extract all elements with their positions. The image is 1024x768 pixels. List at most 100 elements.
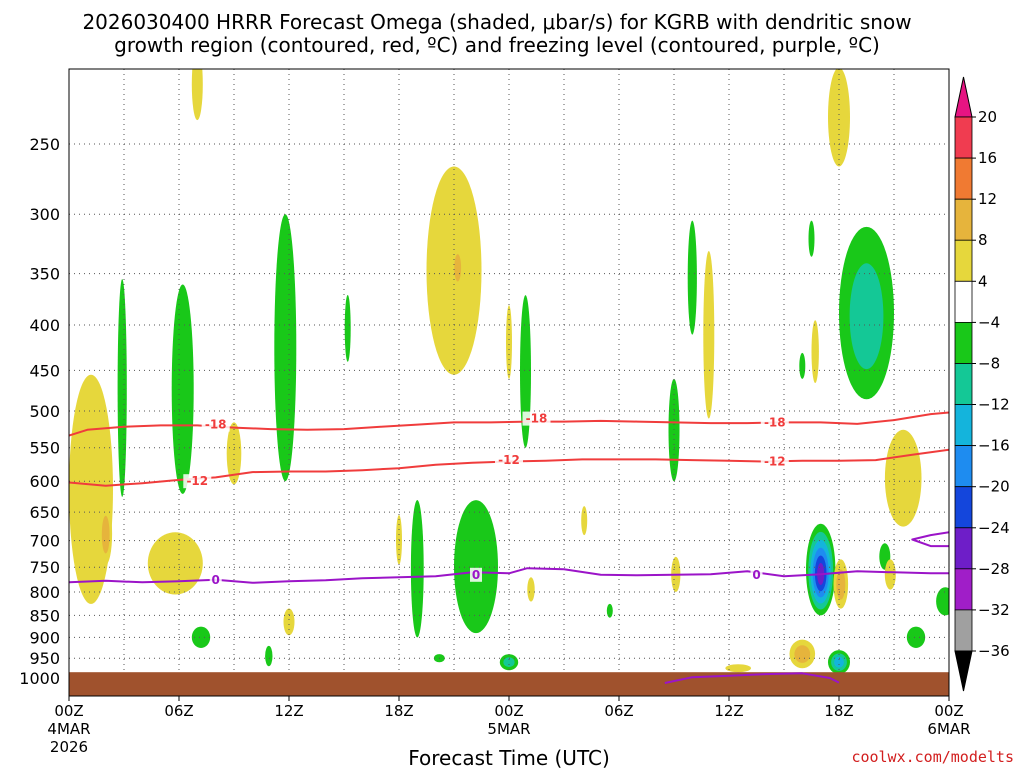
downward-omega-cell-34-level-4: [703, 250, 715, 419]
colorbar-label-4: 4: [978, 272, 988, 290]
colorbar-label-6: −8: [978, 355, 1000, 373]
y-tick-label-400: 400: [29, 316, 60, 335]
freezing-level-contour-label-0-0: 0: [212, 573, 220, 587]
dgz-contour-label-bg-1-2: [760, 454, 789, 469]
x-tick-year-0: 2026: [50, 738, 88, 756]
upward-omega-cell-15-level-8: [503, 657, 515, 668]
downward-omega-cell-33-level-4: [581, 506, 588, 536]
y-tick-label-350: 350: [29, 265, 60, 284]
omega-shading-layer: [69, 69, 949, 675]
colorbar-label-12: −32: [978, 601, 1010, 619]
colorbar-top-arrow: [954, 76, 973, 118]
downward-omega-cell-39-level-4: [828, 69, 850, 167]
colorbar: 20 16 12 8 4 −4 −8 −12 −16 −20 −24 −28 −32 −36: [954, 76, 1010, 692]
y-tick-label-1000: 1000: [19, 669, 60, 688]
x-tick-label-36: 12Z: [714, 702, 743, 720]
colorbar-bottom-arrow: [954, 650, 973, 692]
y-tick-label-300: 300: [29, 205, 60, 224]
colorbar-label-9: −20: [978, 478, 1010, 496]
colorbar-segment-6: [954, 363, 973, 405]
upward-omega-cell-0-level-4: [117, 279, 127, 497]
x-tick-label-0: 00Z: [54, 702, 83, 720]
upward-omega-cell-21-level-4: [936, 587, 949, 616]
upward-omega-cell-1-level-4: [171, 284, 194, 494]
upward-omega-cell-12-level-8: [849, 263, 884, 370]
colorbar-label-8: −16: [978, 437, 1010, 455]
downward-omega-cell-22-level-4: [69, 374, 113, 604]
colorbar-segment-7: [954, 404, 973, 446]
colorbar-label-3: 8: [978, 231, 988, 249]
downward-omega-cell-40-level-8: [836, 569, 846, 600]
upward-omega-cell-6-level-4: [520, 295, 531, 448]
downward-omega-cell-32-level-4: [527, 577, 535, 602]
upward-omega-cell-2-level-4: [274, 214, 297, 482]
x-tick-label-18: 18Z: [384, 702, 413, 720]
credit-text: coolwx.com/modelts: [851, 748, 1014, 766]
dgz-contour-label-1-2: -12: [764, 455, 786, 469]
y-tick-label-450: 450: [29, 361, 60, 380]
y-tick-label-750: 750: [29, 558, 60, 577]
upward-omega-cell-7-level-4: [606, 603, 613, 618]
dgz-contour-label-bg-1-0: [183, 474, 212, 489]
x-tick-date-24: 5MAR: [487, 720, 530, 738]
x-tick-date-48: 6MAR: [927, 720, 970, 738]
y-tick-label-800: 800: [29, 583, 60, 602]
upward-omega-cell-4-level-4: [410, 500, 424, 638]
upward-omega-cell-16-level-4: [191, 626, 211, 648]
colorbar-segment-8: [954, 445, 973, 488]
contour-layer: -18 -18 -18 -12 -12 -12 0 0 0: [69, 411, 949, 684]
dgz-contour-label-bg-0-2: [760, 415, 789, 430]
y-tick-label-950: 950: [29, 649, 60, 668]
downward-omega-cell-30-level-8: [454, 254, 462, 282]
colorbar-label-11: −28: [978, 560, 1010, 578]
downward-omega-cell-36-level-4: [725, 664, 751, 673]
ground-surface: [69, 672, 949, 696]
x-tick-label-48: 00Z: [934, 702, 963, 720]
colorbar-segment-1: [954, 157, 973, 200]
x-tick-label-30: 06Z: [604, 702, 633, 720]
colorbar-segment-3: [954, 239, 973, 282]
downward-omega-cell-23-level-8: [101, 515, 110, 554]
colorbar-segment-2: [954, 198, 973, 241]
freezing-level-contour-label-0-2: 0: [752, 568, 760, 582]
downward-omega-cell-25-level-4: [191, 69, 203, 121]
colorbar-segment-11: [954, 568, 973, 611]
downward-omega-cell-24-level-4: [147, 532, 203, 595]
x-tick-label-6: 06Z: [164, 702, 193, 720]
downward-omega-cell-31-level-4: [506, 305, 512, 379]
colorbar-label-2: 12: [978, 190, 997, 208]
colorbar-label-5: −4: [978, 313, 1000, 331]
y-axis: 250 300 350 400 450 500 550 600 650 700 750 800 850 9…: [19, 135, 60, 688]
dgz-contour-label-bg-0-0: [201, 417, 230, 432]
dgz-contour-label-0-1: -18: [526, 412, 548, 426]
dgz-contour-label-1-0: -12: [186, 474, 208, 488]
dgz-contour-label-bg-0-1: [522, 411, 551, 426]
downward-omega-cell-26-level-4: [226, 422, 242, 485]
x-axis-label: Forecast Time (UTC): [408, 746, 610, 768]
downward-omega-cell-41-level-4: [884, 429, 922, 527]
y-tick-label-500: 500: [29, 402, 60, 421]
upward-omega-cell-14-level-12: [834, 656, 844, 668]
freezing-level-contour-0: [69, 567, 949, 584]
y-tick-label-900: 900: [29, 628, 60, 647]
colorbar-label-7: −12: [978, 396, 1010, 414]
upward-omega-cell-5-level-4: [454, 500, 498, 634]
freezing-level-contour-label-bg-0-2: [750, 567, 763, 582]
upward-omega-cell-20-level-4: [906, 626, 926, 648]
upward-omega-cell-8-level-4: [668, 378, 680, 482]
chart-title-line-1: 2026030400 HRRR Forecast Omega (shaded, …: [82, 10, 911, 34]
downward-omega-cell-27-level-4: [283, 608, 295, 636]
colorbar-segment-0: [954, 116, 973, 159]
colorbar-segment-10: [954, 527, 973, 570]
y-tick-label-650: 650: [29, 503, 60, 522]
upward-omega-cell-17-level-4: [265, 645, 273, 667]
upward-omega-cell-9-level-4: [687, 220, 697, 335]
chart-title-line-2: growth region (contoured, red, ºC) and f…: [114, 33, 880, 57]
freezing-level-contour-label-bg-0-1: [470, 567, 482, 582]
freezing-level-contour-label-bg-0-0: [209, 572, 222, 587]
x-tick-label-12: 12Z: [274, 702, 303, 720]
x-tick-label-24: 00Z: [494, 702, 523, 720]
downward-omega-cell-42-level-4: [884, 559, 896, 590]
